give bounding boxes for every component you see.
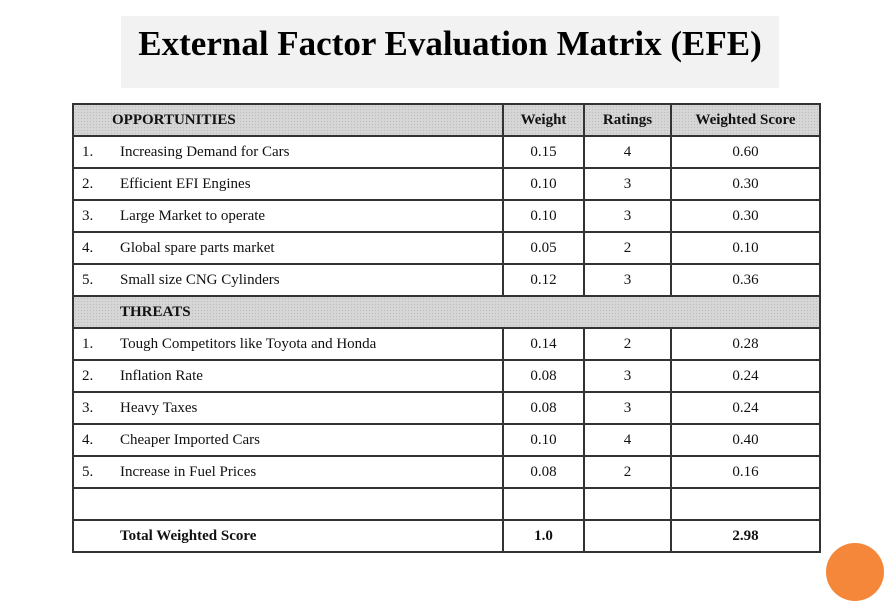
factor-label: Large Market to operate (120, 207, 266, 224)
factor-cell: 4. Cheaper Imported Cars (72, 423, 504, 457)
rating-cell: 4 (583, 135, 672, 169)
table-row: 4. Cheaper Imported Cars 0.10 4 0.40 (72, 423, 821, 457)
factor-label: Small size CNG Cylinders (120, 271, 280, 288)
row-number: 1. (82, 143, 94, 160)
total-weight: 1.0 (502, 519, 585, 553)
total-label: Total Weighted Score (120, 527, 257, 544)
score-cell: 0.30 (670, 199, 821, 233)
total-row: Total Weighted Score 1.0 2.98 (72, 519, 821, 553)
score-cell: 0.24 (670, 359, 821, 393)
factor-cell: 5. Small size CNG Cylinders (72, 263, 504, 297)
empty-cell (72, 487, 504, 521)
score-cell: 0.36 (670, 263, 821, 297)
score-cell: 0.28 (670, 327, 821, 361)
rating-cell: 3 (583, 391, 672, 425)
rating-cell: 3 (583, 199, 672, 233)
rating-cell: 2 (583, 327, 672, 361)
weight-cell: 0.10 (502, 423, 585, 457)
table-row: 4. Global spare parts market 0.05 2 0.10 (72, 231, 821, 265)
factor-label: Cheaper Imported Cars (120, 431, 260, 448)
score-cell: 0.40 (670, 423, 821, 457)
weighted-score-header: Weighted Score (670, 103, 821, 137)
factor-cell: 3. Large Market to operate (72, 199, 504, 233)
row-number: 5. (82, 271, 94, 288)
score-cell: 0.24 (670, 391, 821, 425)
table-row: 2. Inflation Rate 0.08 3 0.24 (72, 359, 821, 393)
row-number: 2. (82, 367, 94, 384)
score-cell: 0.60 (670, 135, 821, 169)
empty-cell (583, 487, 672, 521)
row-number: 3. (82, 207, 94, 224)
empty-cell (670, 487, 821, 521)
score-cell: 0.10 (670, 231, 821, 265)
weight-header: Weight (502, 103, 585, 137)
empty-row (72, 487, 821, 521)
factor-label: Increase in Fuel Prices (120, 463, 257, 480)
weight-cell: 0.12 (502, 263, 585, 297)
total-rating-empty (583, 519, 672, 553)
weight-cell: 0.14 (502, 327, 585, 361)
total-label-cell: Total Weighted Score (72, 519, 504, 553)
factor-cell: 4. Global spare parts market (72, 231, 504, 265)
row-number: 1. (82, 335, 94, 352)
table-row: 3. Large Market to operate 0.10 3 0.30 (72, 199, 821, 233)
factor-cell: 1. Tough Competitors like Toyota and Hond… (72, 327, 504, 361)
orange-circle-decoration (826, 543, 884, 601)
score-cell: 0.16 (670, 455, 821, 489)
rating-cell: 2 (583, 455, 672, 489)
table-row: 5. Increase in Fuel Prices 0.08 2 0.16 (72, 455, 821, 489)
factor-cell: 3. Heavy Taxes (72, 391, 504, 425)
weight-cell: 0.10 (502, 199, 585, 233)
row-number: 5. (82, 463, 94, 480)
table-row: 3. Heavy Taxes 0.08 3 0.24 (72, 391, 821, 425)
weight-cell: 0.08 (502, 359, 585, 393)
rating-cell: 3 (583, 167, 672, 201)
efe-matrix-table: OPPORTUNITIES Weight Ratings Weighted Sc… (72, 103, 821, 553)
table-row: 2. Efficient EFI Engines 0.10 3 0.30 (72, 167, 821, 201)
row-number: 4. (82, 431, 94, 448)
threats-section-row: THREATS (72, 295, 821, 329)
rating-cell: 2 (583, 231, 672, 265)
table-row: 5. Small size CNG Cylinders 0.12 3 0.36 (72, 263, 821, 297)
page-title: External Factor Evaluation Matrix (EFE) (138, 24, 762, 63)
rating-cell: 4 (583, 423, 672, 457)
rating-cell: 3 (583, 263, 672, 297)
rating-cell: 3 (583, 359, 672, 393)
threats-header: THREATS (72, 295, 821, 329)
factor-cell: 1. Increasing Demand for Cars (72, 135, 504, 169)
weight-cell: 0.08 (502, 391, 585, 425)
factor-cell: 2. Efficient EFI Engines (72, 167, 504, 201)
score-cell: 0.30 (670, 167, 821, 201)
factor-label: Heavy Taxes (120, 399, 198, 416)
factor-label: Efficient EFI Engines (120, 175, 251, 192)
factor-label: Tough Competitors like Toyota and Honda (120, 335, 377, 352)
factor-label: Inflation Rate (120, 367, 203, 384)
ratings-header: Ratings (583, 103, 672, 137)
weight-cell: 0.10 (502, 167, 585, 201)
table-row: 1. Tough Competitors like Toyota and Hond… (72, 327, 821, 361)
weight-cell: 0.15 (502, 135, 585, 169)
opportunities-header: OPPORTUNITIES (72, 103, 504, 137)
factor-cell: 2. Inflation Rate (72, 359, 504, 393)
table-row: 1. Increasing Demand for Cars 0.15 4 0.60 (72, 135, 821, 169)
title-background (121, 16, 779, 88)
row-number: 4. (82, 239, 94, 256)
table-header-row: OPPORTUNITIES Weight Ratings Weighted Sc… (72, 103, 821, 137)
empty-cell (502, 487, 585, 521)
weight-cell: 0.05 (502, 231, 585, 265)
row-number: 2. (82, 175, 94, 192)
total-score: 2.98 (670, 519, 821, 553)
weight-cell: 0.08 (502, 455, 585, 489)
factor-cell: 5. Increase in Fuel Prices (72, 455, 504, 489)
factor-label: Global spare parts market (120, 239, 275, 256)
factor-label: Increasing Demand for Cars (120, 143, 290, 160)
row-number: 3. (82, 399, 94, 416)
